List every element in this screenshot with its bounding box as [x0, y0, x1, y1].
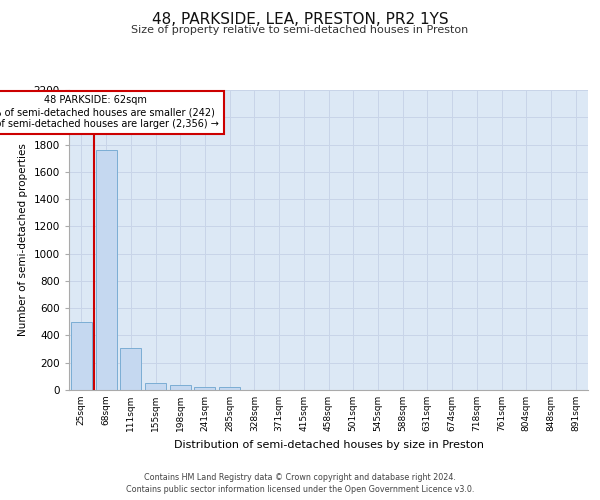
Text: 48, PARKSIDE, LEA, PRESTON, PR2 1YS: 48, PARKSIDE, LEA, PRESTON, PR2 1YS — [152, 12, 448, 28]
Text: Contains HM Land Registry data © Crown copyright and database right 2024.
Contai: Contains HM Land Registry data © Crown c… — [126, 472, 474, 494]
Bar — [95, 150, 116, 390]
Bar — [120, 348, 141, 390]
Text: Size of property relative to semi-detached houses in Preston: Size of property relative to semi-detach… — [131, 25, 469, 35]
Bar — [170, 385, 191, 390]
Bar — [145, 383, 166, 390]
Y-axis label: Number of semi-detached properties: Number of semi-detached properties — [18, 144, 28, 336]
Text: 48 PARKSIDE: 62sqm
← 9% of semi-detached houses are smaller (242)
90% of semi-de: 48 PARKSIDE: 62sqm ← 9% of semi-detached… — [0, 96, 219, 128]
Bar — [71, 322, 92, 390]
X-axis label: Distribution of semi-detached houses by size in Preston: Distribution of semi-detached houses by … — [173, 440, 484, 450]
Bar — [194, 386, 215, 390]
Bar — [219, 388, 240, 390]
